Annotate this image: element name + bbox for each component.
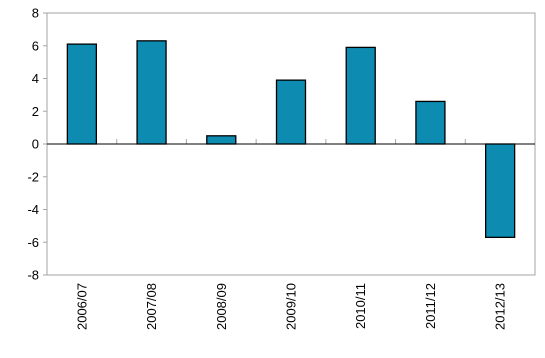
bar-2010-11 [345, 46, 376, 145]
bar-2011-12 [415, 100, 446, 145]
y-tick-label: 8 [32, 6, 39, 21]
x-category-label: 2011/12 [423, 283, 438, 329]
x-axis-labels: 2006/07 2007/08 2008/09 2009/10 2010/11 2011/… [74, 283, 507, 330]
y-tick-label: 6 [32, 38, 39, 53]
x-category-label: 2008/09 [214, 283, 229, 330]
bar-2012-13 [484, 143, 516, 238]
bar-2007-08 [136, 40, 167, 145]
bars-group [66, 40, 516, 238]
y-tick-label: 2 [32, 104, 39, 119]
y-tick-label: -8 [27, 268, 39, 283]
y-axis-ticks: 8 6 4 2 0 -2 -4 -6 -8 [27, 6, 47, 283]
y-tick-label: -4 [27, 202, 39, 217]
x-category-label: 2012/13 [493, 283, 508, 330]
bar-2006-07 [66, 43, 98, 145]
bar-2008-09 [206, 135, 237, 145]
x-category-label: 2007/08 [144, 283, 159, 330]
y-tick-label: 4 [32, 71, 39, 86]
y-tick-label: -6 [27, 235, 39, 250]
x-category-label: 2006/07 [74, 283, 89, 330]
y-tick-label: 0 [32, 137, 39, 152]
x-category-label: 2010/11 [353, 283, 368, 329]
y-tick-label: -2 [27, 169, 39, 184]
bar-2009-10 [275, 79, 307, 145]
x-category-label: 2009/10 [284, 283, 299, 330]
